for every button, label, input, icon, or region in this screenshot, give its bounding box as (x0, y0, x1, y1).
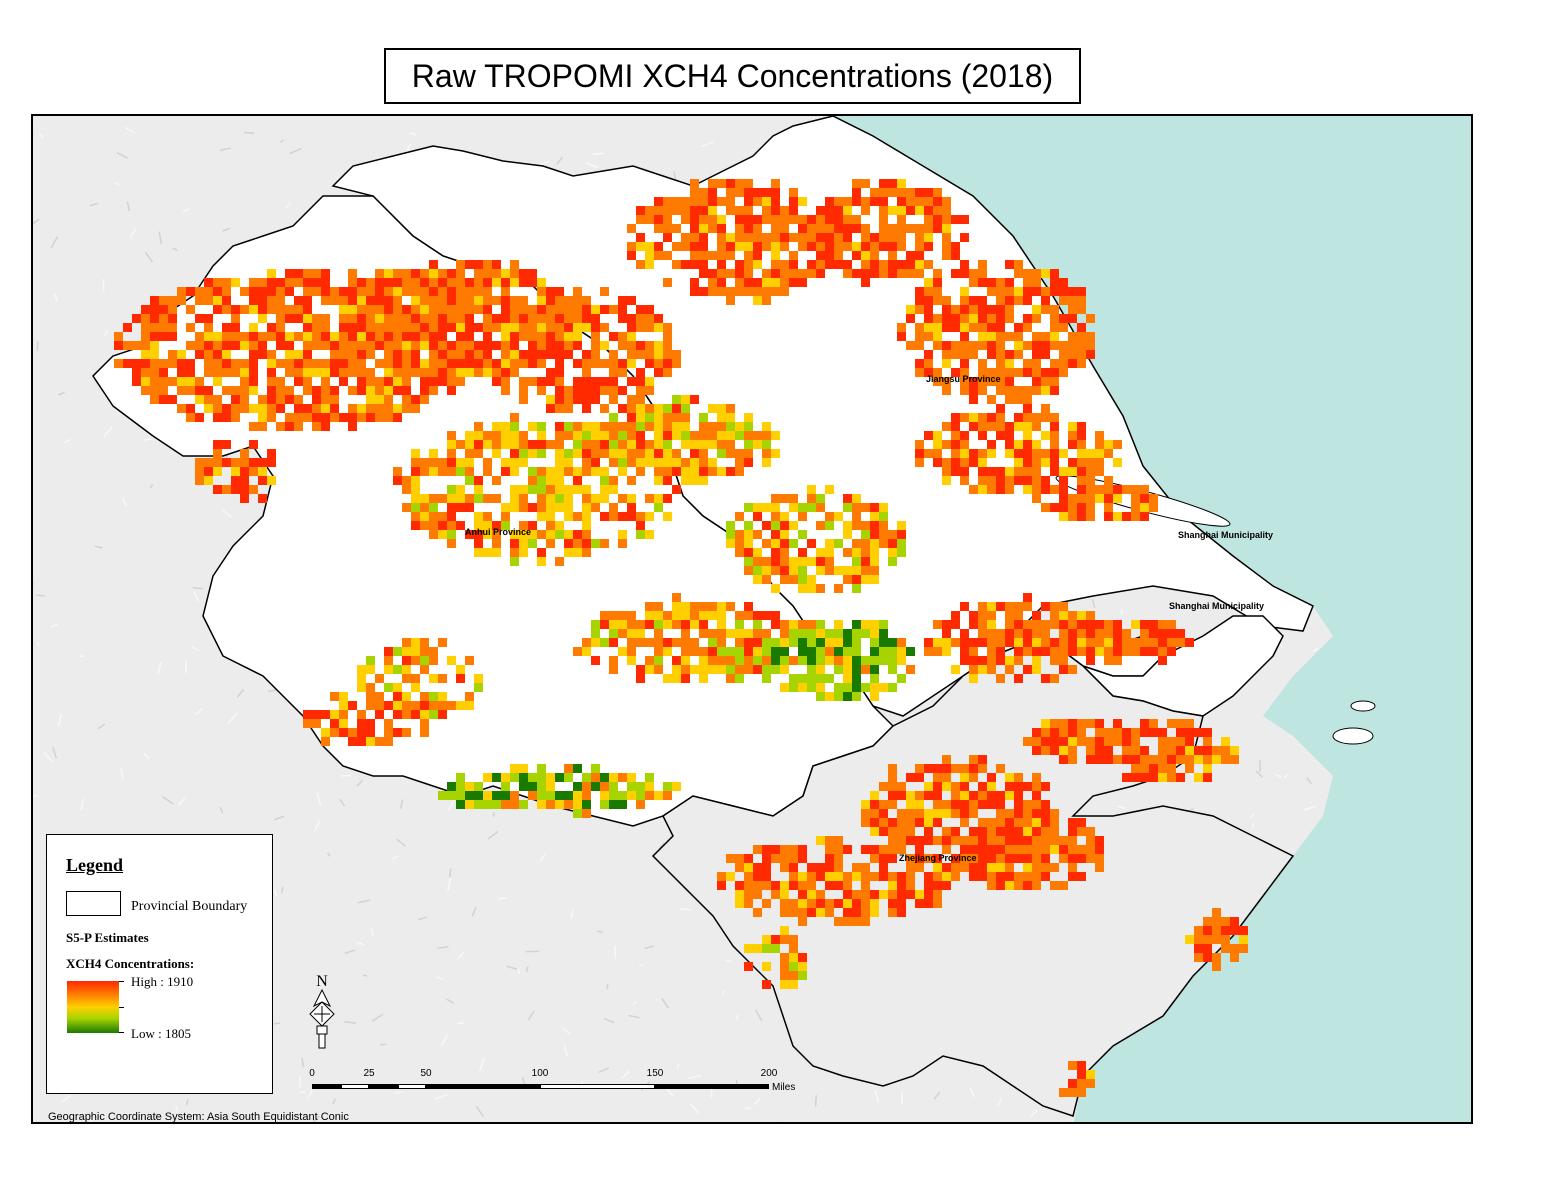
scale-segment (426, 1084, 540, 1089)
scale-bar: 0 25 50 100 150 200 Miles (300, 1068, 810, 1098)
legend-high-label: High : 1910 (131, 974, 194, 989)
label-zhejiang: Zhejiang Province (899, 853, 977, 863)
xch4-pixels (114, 179, 1248, 1097)
scale-segment (312, 1084, 341, 1089)
small-island (1350, 700, 1376, 712)
scale-tick-0: 0 (309, 1068, 315, 1079)
north-arrow: N (305, 972, 339, 1052)
legend-concentrations-label: XCH4 Concentrations: (66, 956, 195, 971)
scale-tick-50: 50 (420, 1068, 432, 1079)
legend-low-label: Low : 1805 (131, 1026, 191, 1041)
scale-segment (655, 1084, 769, 1089)
ramp-tick-low (119, 1032, 124, 1033)
zhoushan-island (1332, 727, 1374, 745)
legend-title: Legend (66, 855, 124, 875)
scale-tick-200: 200 (760, 1068, 778, 1079)
label-anhui: Anhui Province (465, 527, 531, 537)
east-china-sea (833, 116, 1471, 1122)
coordinate-system-note: Geographic Coordinate System: Asia South… (48, 1111, 349, 1123)
ramp-tick-high (119, 981, 124, 982)
map-title: Raw TROPOMI XCH4 Concentrations (2018) (384, 48, 1081, 104)
label-shanghai-north: Shanghai Municipality (1178, 530, 1273, 540)
color-ramp (67, 981, 119, 1033)
scale-segment (398, 1084, 426, 1089)
scale-tick-25: 25 (363, 1068, 375, 1079)
ramp-tick-mid (119, 1007, 124, 1008)
scale-tick-100: 100 (531, 1068, 549, 1079)
legend-panel: Legend Provincial Boundary S5-P Estimate… (46, 834, 273, 1094)
north-letter: N (316, 973, 328, 990)
scale-segment (369, 1084, 398, 1089)
legend-boundary-label: Provincial Boundary (131, 899, 248, 914)
scale-tick-150: 150 (646, 1068, 664, 1079)
label-shanghai-south: Shanghai Municipality (1169, 601, 1264, 611)
legend-estimates-label: S5-P Estimates (66, 930, 149, 945)
scale-segment (540, 1084, 655, 1089)
legend-boundary-swatch (66, 891, 121, 916)
scale-units: Miles (772, 1082, 796, 1093)
label-jiangsu: Jiangsu Province (926, 374, 1001, 384)
scale-segment (341, 1084, 369, 1089)
